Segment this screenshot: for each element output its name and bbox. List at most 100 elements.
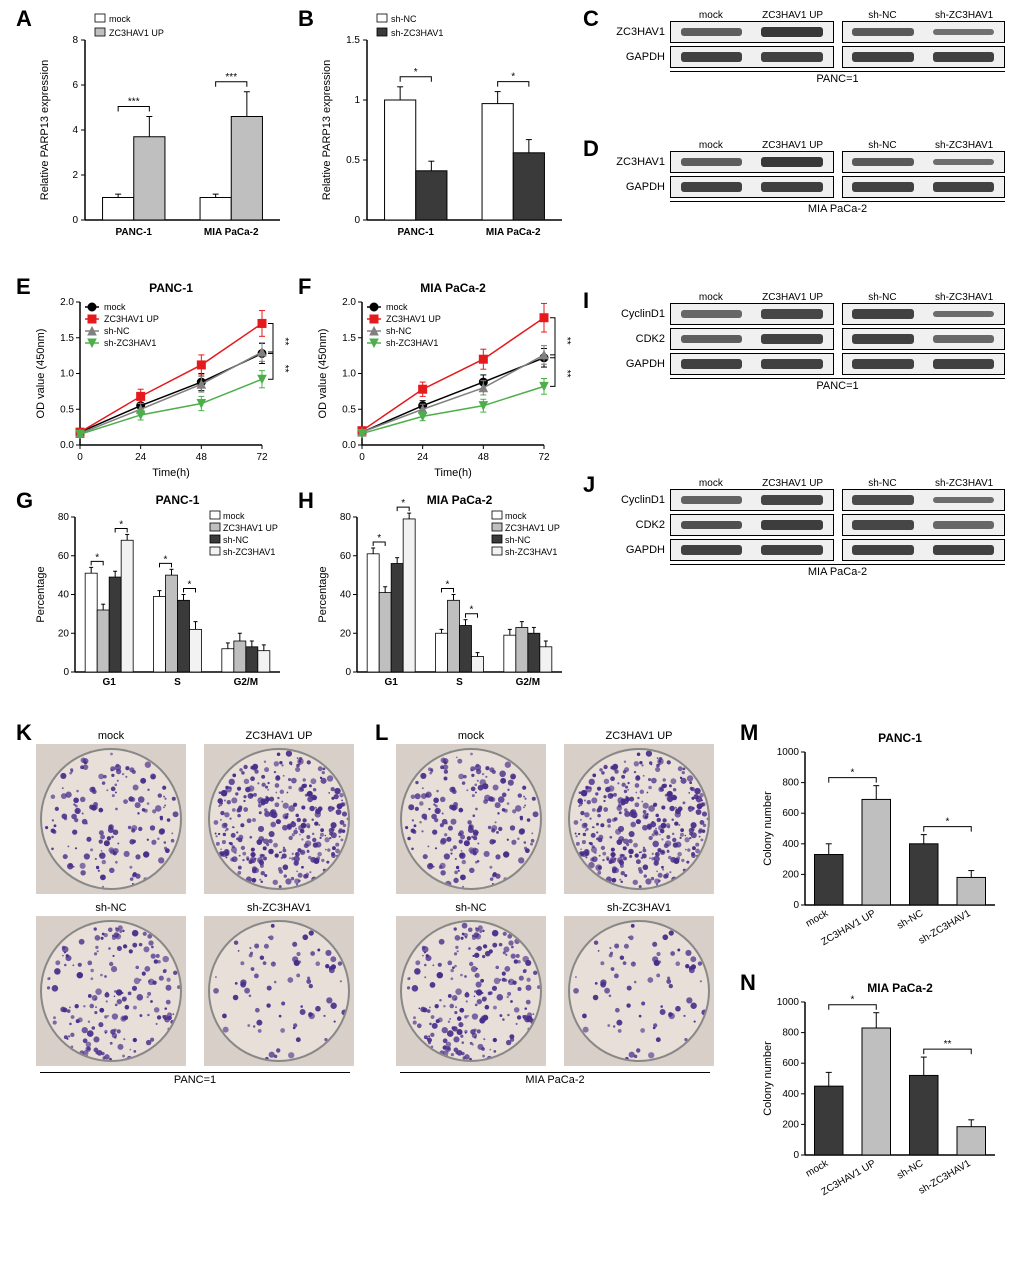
svg-text:60: 60 [340,551,352,562]
bar-chart-g: PANC-1020406080PercentagemockZC3HAV1 UPs… [30,492,290,702]
svg-text:mock: mock [109,14,131,24]
wb-band [681,335,742,343]
svg-text:Time(h): Time(h) [434,467,471,479]
wb-band-box [842,303,1006,325]
wb-lane-label: ZC3HAV1 UP [752,10,834,21]
wb-band [761,545,822,555]
svg-text:MIA PaCa-2: MIA PaCa-2 [486,227,541,238]
svg-text:800: 800 [782,778,799,789]
wb-lane-label: sh-NC [842,478,924,489]
colony-condition-label: mock [390,730,552,742]
panel-label-l: L [375,720,388,746]
wb-row-label: CyclinD1 [605,494,670,506]
svg-text:OD value (450nm): OD value (450nm) [317,329,329,419]
wb-lane-label: ZC3HAV1 UP [752,478,834,489]
colony-condition-label: sh-NC [390,902,552,914]
svg-text:**: ** [561,337,572,345]
svg-text:2.0: 2.0 [342,297,356,308]
svg-text:sh-NC: sh-NC [895,1158,925,1182]
wb-lane-label: sh-NC [842,292,924,303]
svg-text:24: 24 [135,452,147,463]
wb-lane-label: mock [670,478,752,489]
svg-text:1000: 1000 [777,997,800,1008]
colony-condition-label: ZC3HAV1 UP [198,730,360,742]
svg-text:**: ** [561,370,572,378]
wb-band [852,359,913,369]
svg-text:mock: mock [505,511,527,521]
line-chart-f: MIA PaCa-20.00.51.01.52.00244872Time(h)O… [312,280,572,480]
wb-cell-line-label: MIA PaCa-2 [670,564,1005,578]
colony-assay-k: mockZC3HAV1 UPsh-NCsh-ZC3HAV1PANC=1 [30,730,360,1110]
wb-row-label: CDK2 [605,333,670,345]
svg-text:*: * [511,72,515,83]
wb-band [933,29,994,35]
wb-band [681,545,742,555]
wb-lane-label: mock [670,292,752,303]
wb-band [761,27,822,38]
svg-text:*: * [446,580,450,591]
wb-band-box [670,328,834,350]
bar-chart-m: PANC-102004006008001000Colony numbermock… [755,730,1005,960]
wb-band [852,158,913,166]
svg-text:G2/M: G2/M [516,677,540,688]
western-blot-d: mockZC3HAV1 UPsh-NCsh-ZC3HAV1ZC3HAV1GAPD… [605,140,1005,260]
svg-text:sh-ZC3HAV1: sh-ZC3HAV1 [505,547,557,557]
svg-text:sh-ZC3HAV1: sh-ZC3HAV1 [386,338,438,348]
wb-lane-label: sh-ZC3HAV1 [923,292,1005,303]
wb-band [761,520,822,530]
wb-band-box [842,176,1006,198]
svg-text:MIA PaCa-2: MIA PaCa-2 [427,493,493,507]
svg-text:2: 2 [72,170,78,181]
panel-label-n: N [740,970,756,996]
svg-text:1.5: 1.5 [346,35,360,46]
svg-text:Percentage: Percentage [35,566,47,622]
wb-band-box [842,514,1006,536]
svg-text:*: * [188,580,192,591]
wb-lane-label: sh-ZC3HAV1 [923,478,1005,489]
svg-text:1.0: 1.0 [60,369,74,380]
wb-row-label: ZC3HAV1 [605,156,670,168]
svg-text:0: 0 [359,452,365,463]
wb-band [681,52,742,62]
wb-band [681,158,742,166]
wb-band-box [670,514,834,536]
svg-text:200: 200 [782,869,799,880]
svg-text:mock: mock [104,302,126,312]
wb-band [852,545,913,555]
wb-band [681,310,742,317]
colony-dish [208,748,350,890]
wb-band [681,28,742,36]
svg-text:sh-NC: sh-NC [391,14,417,24]
wb-band [933,335,994,342]
svg-text:sh-ZC3HAV1: sh-ZC3HAV1 [917,908,973,947]
svg-text:**: ** [279,338,290,346]
wb-band [852,495,913,504]
svg-text:**: ** [944,1039,952,1050]
colony-dish [568,920,710,1062]
colony-dish [568,748,710,890]
wb-band [852,520,913,530]
wb-row-label: GAPDH [605,544,670,556]
svg-text:OD value (450nm): OD value (450nm) [35,329,47,419]
wb-band [933,159,994,166]
svg-text:*: * [851,768,855,779]
svg-text:72: 72 [256,452,268,463]
wb-band-box [670,151,834,173]
colony-condition-label: sh-ZC3HAV1 [198,902,360,914]
wb-lane-label: sh-ZC3HAV1 [923,10,1005,21]
svg-text:MIA PaCa-2: MIA PaCa-2 [420,281,486,295]
wb-lane-label: sh-ZC3HAV1 [923,140,1005,151]
svg-text:0.0: 0.0 [342,440,356,451]
svg-text:ZC3HAV1 UP: ZC3HAV1 UP [386,314,441,324]
wb-band-box [670,46,834,68]
wb-band-box [842,489,1006,511]
panel-label-e: E [16,274,31,300]
line-chart-e: PANC-10.00.51.01.52.00244872Time(h)OD va… [30,280,290,480]
svg-text:6: 6 [72,80,78,91]
svg-text:2.0: 2.0 [60,297,74,308]
svg-text:sh-ZC3HAV1: sh-ZC3HAV1 [104,338,156,348]
wb-band [933,521,994,528]
wb-band [681,359,742,369]
wb-band [852,52,913,62]
colony-assay-l: mockZC3HAV1 UPsh-NCsh-ZC3HAV1MIA PaCa-2 [390,730,720,1110]
